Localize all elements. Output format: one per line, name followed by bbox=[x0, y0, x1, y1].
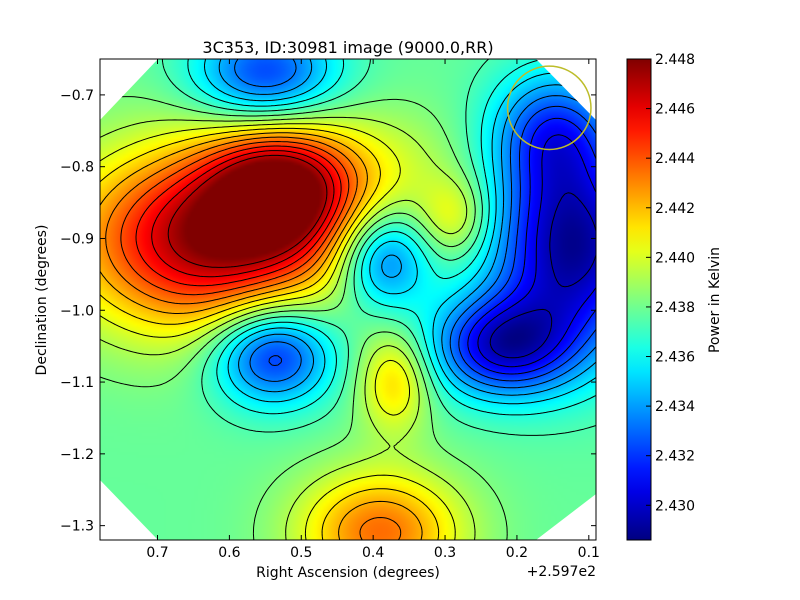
contour-level bbox=[105, 136, 402, 540]
contour-level bbox=[100, 116, 476, 540]
y-tick-label: −1.0 bbox=[60, 303, 94, 319]
contour-level bbox=[204, 59, 596, 405]
x-axis-ticks: 0.7 0.6 0.5 0.4 0.3 0.2 0.1 bbox=[146, 59, 600, 561]
x-tick-label: 0.1 bbox=[578, 545, 600, 561]
beam-circle bbox=[506, 65, 592, 151]
contour-lines bbox=[100, 59, 596, 540]
contour-level bbox=[489, 192, 596, 359]
x-tick-label: 0.6 bbox=[218, 545, 240, 561]
colorbar-tick-label: 2.448 bbox=[655, 52, 695, 68]
y-axis-label: Declination (degrees) bbox=[34, 225, 50, 376]
colorbar-tick-label: 2.442 bbox=[655, 201, 695, 217]
colorbar-ticks: 2.448 2.446 2.444 2.442 2.440 2.438 2.436 2.434… bbox=[646, 52, 695, 514]
y-axis-ticks: −0.7 −0.8 −0.9 −1.0 −1.1 −1.2 −1.3 bbox=[60, 88, 596, 535]
x-tick-label: 0.5 bbox=[290, 545, 312, 561]
colorbar-tick-label: 2.434 bbox=[655, 399, 695, 415]
contour-level bbox=[167, 154, 328, 268]
contour-level bbox=[467, 117, 596, 375]
contour-level bbox=[234, 59, 596, 389]
colorbar-tick-label: 2.432 bbox=[655, 449, 695, 465]
x-axis-label: Right Ascension (degrees) bbox=[256, 565, 440, 581]
colorbar-tick-label: 2.438 bbox=[655, 300, 695, 316]
contour-level bbox=[100, 123, 456, 540]
y-tick-label: −1.3 bbox=[60, 519, 94, 535]
y-tick-label: −0.9 bbox=[60, 231, 94, 247]
colorbar-tick-label: 2.440 bbox=[655, 250, 695, 266]
colorbar-label: Power in Kelvin bbox=[707, 247, 723, 353]
contour-level bbox=[100, 127, 440, 540]
heatmap-image bbox=[100, 59, 596, 540]
colorbar-tick-label: 2.430 bbox=[655, 498, 695, 514]
contour-level bbox=[151, 150, 335, 278]
x-tick-label: 0.2 bbox=[506, 545, 528, 561]
y-tick-label: −1.1 bbox=[60, 375, 94, 391]
contour-level bbox=[268, 105, 596, 382]
colorbar-tick-label: 2.444 bbox=[655, 151, 695, 167]
plot-frame bbox=[99, 58, 597, 541]
plot-area: 0.7 0.6 0.5 0.4 0.3 0.2 0.1 −0.7 −0.8 −0.9 −1.0 −1… bbox=[60, 58, 600, 561]
colorbar-tick-label: 2.446 bbox=[655, 102, 695, 118]
contour-level bbox=[135, 145, 342, 287]
x-tick-label: 0.4 bbox=[362, 545, 384, 561]
colorbar: 2.448 2.446 2.444 2.442 2.440 2.438 2.436 2.434… bbox=[626, 52, 723, 541]
y-tick-label: −0.7 bbox=[60, 88, 94, 104]
x-tick-label: 0.7 bbox=[146, 545, 168, 561]
y-tick-label: −0.8 bbox=[60, 160, 94, 176]
colorbar-bar bbox=[626, 58, 652, 541]
x-tick-label: 0.3 bbox=[434, 545, 456, 561]
contour-level bbox=[120, 141, 350, 296]
x-axis-offset: +2.597e2 bbox=[527, 564, 596, 580]
colorbar-tick-label: 2.436 bbox=[655, 350, 695, 366]
chart-title: 3C353, ID:30981 image (9000.0,RR) bbox=[202, 38, 493, 57]
contour-level bbox=[100, 132, 423, 540]
contour-level bbox=[187, 59, 596, 416]
contour-level bbox=[477, 134, 596, 368]
y-tick-label: −1.2 bbox=[60, 447, 94, 463]
